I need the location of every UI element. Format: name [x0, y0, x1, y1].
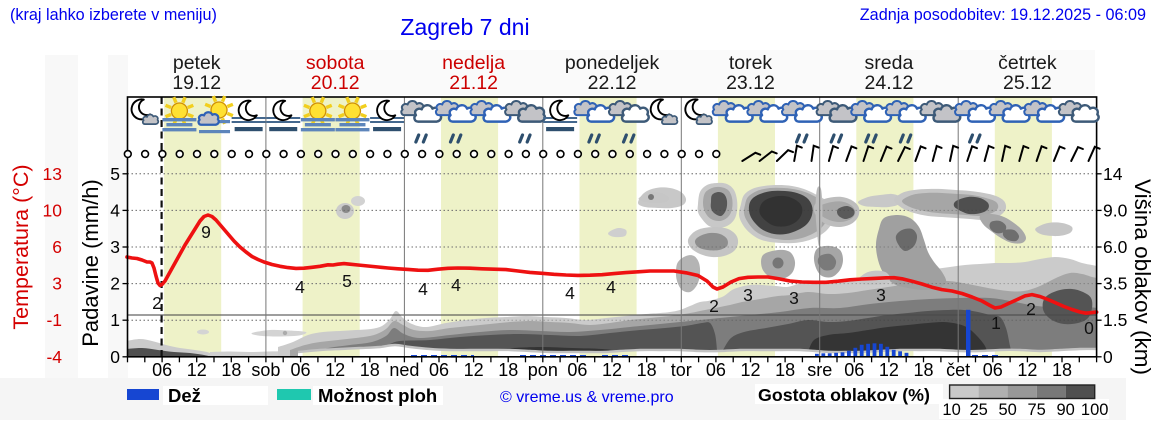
svg-text:18: 18 [221, 360, 241, 380]
svg-text:10: 10 [43, 200, 63, 220]
svg-text:3: 3 [52, 274, 62, 294]
svg-text:-1: -1 [46, 310, 62, 330]
svg-text:5: 5 [110, 164, 120, 184]
svg-text:(kraj lahko izberete v meniju): (kraj lahko izberete v meniju) [10, 6, 217, 24]
svg-text:čet: čet [946, 360, 970, 380]
svg-text:75: 75 [1027, 401, 1045, 419]
svg-text:0: 0 [110, 347, 120, 367]
svg-text:3.5: 3.5 [1103, 274, 1127, 294]
svg-text:0: 0 [1103, 347, 1113, 367]
svg-text:06: 06 [567, 360, 587, 380]
svg-text:12: 12 [187, 360, 207, 380]
svg-text:Višina oblakov (km): Višina oblakov (km) [1130, 179, 1152, 375]
svg-text:Zagreb 7 dni: Zagreb 7 dni [400, 14, 529, 40]
svg-text:50: 50 [998, 401, 1016, 419]
svg-text:6.0: 6.0 [1103, 237, 1128, 257]
svg-text:06: 06 [291, 360, 311, 380]
svg-text:ned: ned [389, 360, 419, 380]
svg-text:18: 18 [360, 360, 380, 380]
svg-text:0: 0 [1084, 318, 1094, 338]
svg-text:2: 2 [152, 293, 162, 313]
svg-text:06: 06 [844, 360, 864, 380]
svg-text:06: 06 [983, 360, 1003, 380]
svg-text:18: 18 [775, 360, 795, 380]
svg-text:12: 12 [740, 360, 760, 380]
svg-text:3: 3 [789, 288, 799, 308]
svg-text:1.5: 1.5 [1103, 310, 1127, 330]
svg-text:petek: petek [173, 52, 221, 74]
svg-text:06: 06 [152, 360, 172, 380]
svg-text:4: 4 [295, 277, 305, 297]
svg-text:Temperatura (°C): Temperatura (°C) [9, 164, 33, 329]
svg-text:10: 10 [942, 401, 960, 419]
svg-text:90: 90 [1057, 401, 1075, 419]
svg-text:18: 18 [914, 360, 934, 380]
svg-text:20.12: 20.12 [311, 72, 360, 94]
svg-text:Gostota oblakov (%): Gostota oblakov (%) [758, 385, 930, 405]
svg-text:3: 3 [743, 285, 753, 305]
svg-text:12: 12 [1017, 360, 1037, 380]
svg-text:4: 4 [418, 279, 428, 299]
svg-text:25.12: 25.12 [1003, 72, 1052, 94]
svg-text:5: 5 [342, 271, 352, 291]
svg-text:9.0: 9.0 [1103, 200, 1128, 220]
svg-text:22.12: 22.12 [588, 72, 637, 94]
svg-text:1: 1 [991, 313, 1001, 333]
svg-text:3: 3 [876, 285, 886, 305]
svg-text:06: 06 [706, 360, 726, 380]
svg-text:Dež: Dež [168, 385, 201, 406]
svg-text:4: 4 [606, 277, 616, 297]
svg-text:24.12: 24.12 [865, 72, 914, 94]
svg-text:6: 6 [52, 237, 62, 257]
svg-text:19.12: 19.12 [172, 72, 221, 94]
svg-text:sobota: sobota [306, 52, 365, 74]
svg-text:četrtek: četrtek [998, 52, 1057, 74]
svg-text:14: 14 [1103, 164, 1123, 184]
svg-text:© vreme.us & vreme.pro: © vreme.us & vreme.pro [500, 389, 674, 406]
svg-text:1: 1 [110, 310, 120, 330]
svg-text:2: 2 [110, 274, 120, 294]
svg-text:18: 18 [1052, 360, 1072, 380]
svg-text:100: 100 [1081, 401, 1109, 419]
svg-text:21.12: 21.12 [449, 72, 498, 94]
svg-text:Zadnja posodobitev: 19.12.2025: Zadnja posodobitev: 19.12.2025 - 06:09 [860, 6, 1146, 24]
svg-text:3: 3 [110, 237, 120, 257]
svg-text:-4: -4 [46, 347, 62, 367]
svg-text:4: 4 [565, 283, 575, 303]
svg-text:06: 06 [429, 360, 449, 380]
svg-text:sre: sre [807, 360, 832, 380]
svg-text:4: 4 [110, 200, 120, 220]
svg-text:9: 9 [201, 222, 211, 242]
svg-text:4: 4 [451, 275, 461, 295]
svg-text:12: 12 [464, 360, 484, 380]
svg-text:23.12: 23.12 [726, 72, 775, 94]
svg-text:25: 25 [969, 401, 987, 419]
svg-text:pon: pon [528, 360, 558, 380]
svg-text:torek: torek [729, 52, 773, 74]
svg-text:12: 12 [602, 360, 622, 380]
svg-text:18: 18 [498, 360, 518, 380]
svg-text:12: 12 [879, 360, 899, 380]
svg-text:nedelja: nedelja [442, 52, 505, 74]
svg-text:2: 2 [1026, 299, 1036, 319]
svg-text:2: 2 [709, 296, 719, 316]
svg-text:Možnost ploh: Možnost ploh [318, 385, 437, 406]
svg-text:Padavine (mm/h): Padavine (mm/h) [78, 179, 103, 347]
svg-text:13: 13 [43, 164, 62, 184]
svg-text:tor: tor [671, 360, 692, 380]
svg-text:12: 12 [325, 360, 345, 380]
svg-text:sreda: sreda [865, 52, 914, 74]
svg-text:ponedeljek: ponedeljek [565, 52, 660, 74]
svg-text:18: 18 [637, 360, 657, 380]
svg-text:sob: sob [251, 360, 280, 380]
